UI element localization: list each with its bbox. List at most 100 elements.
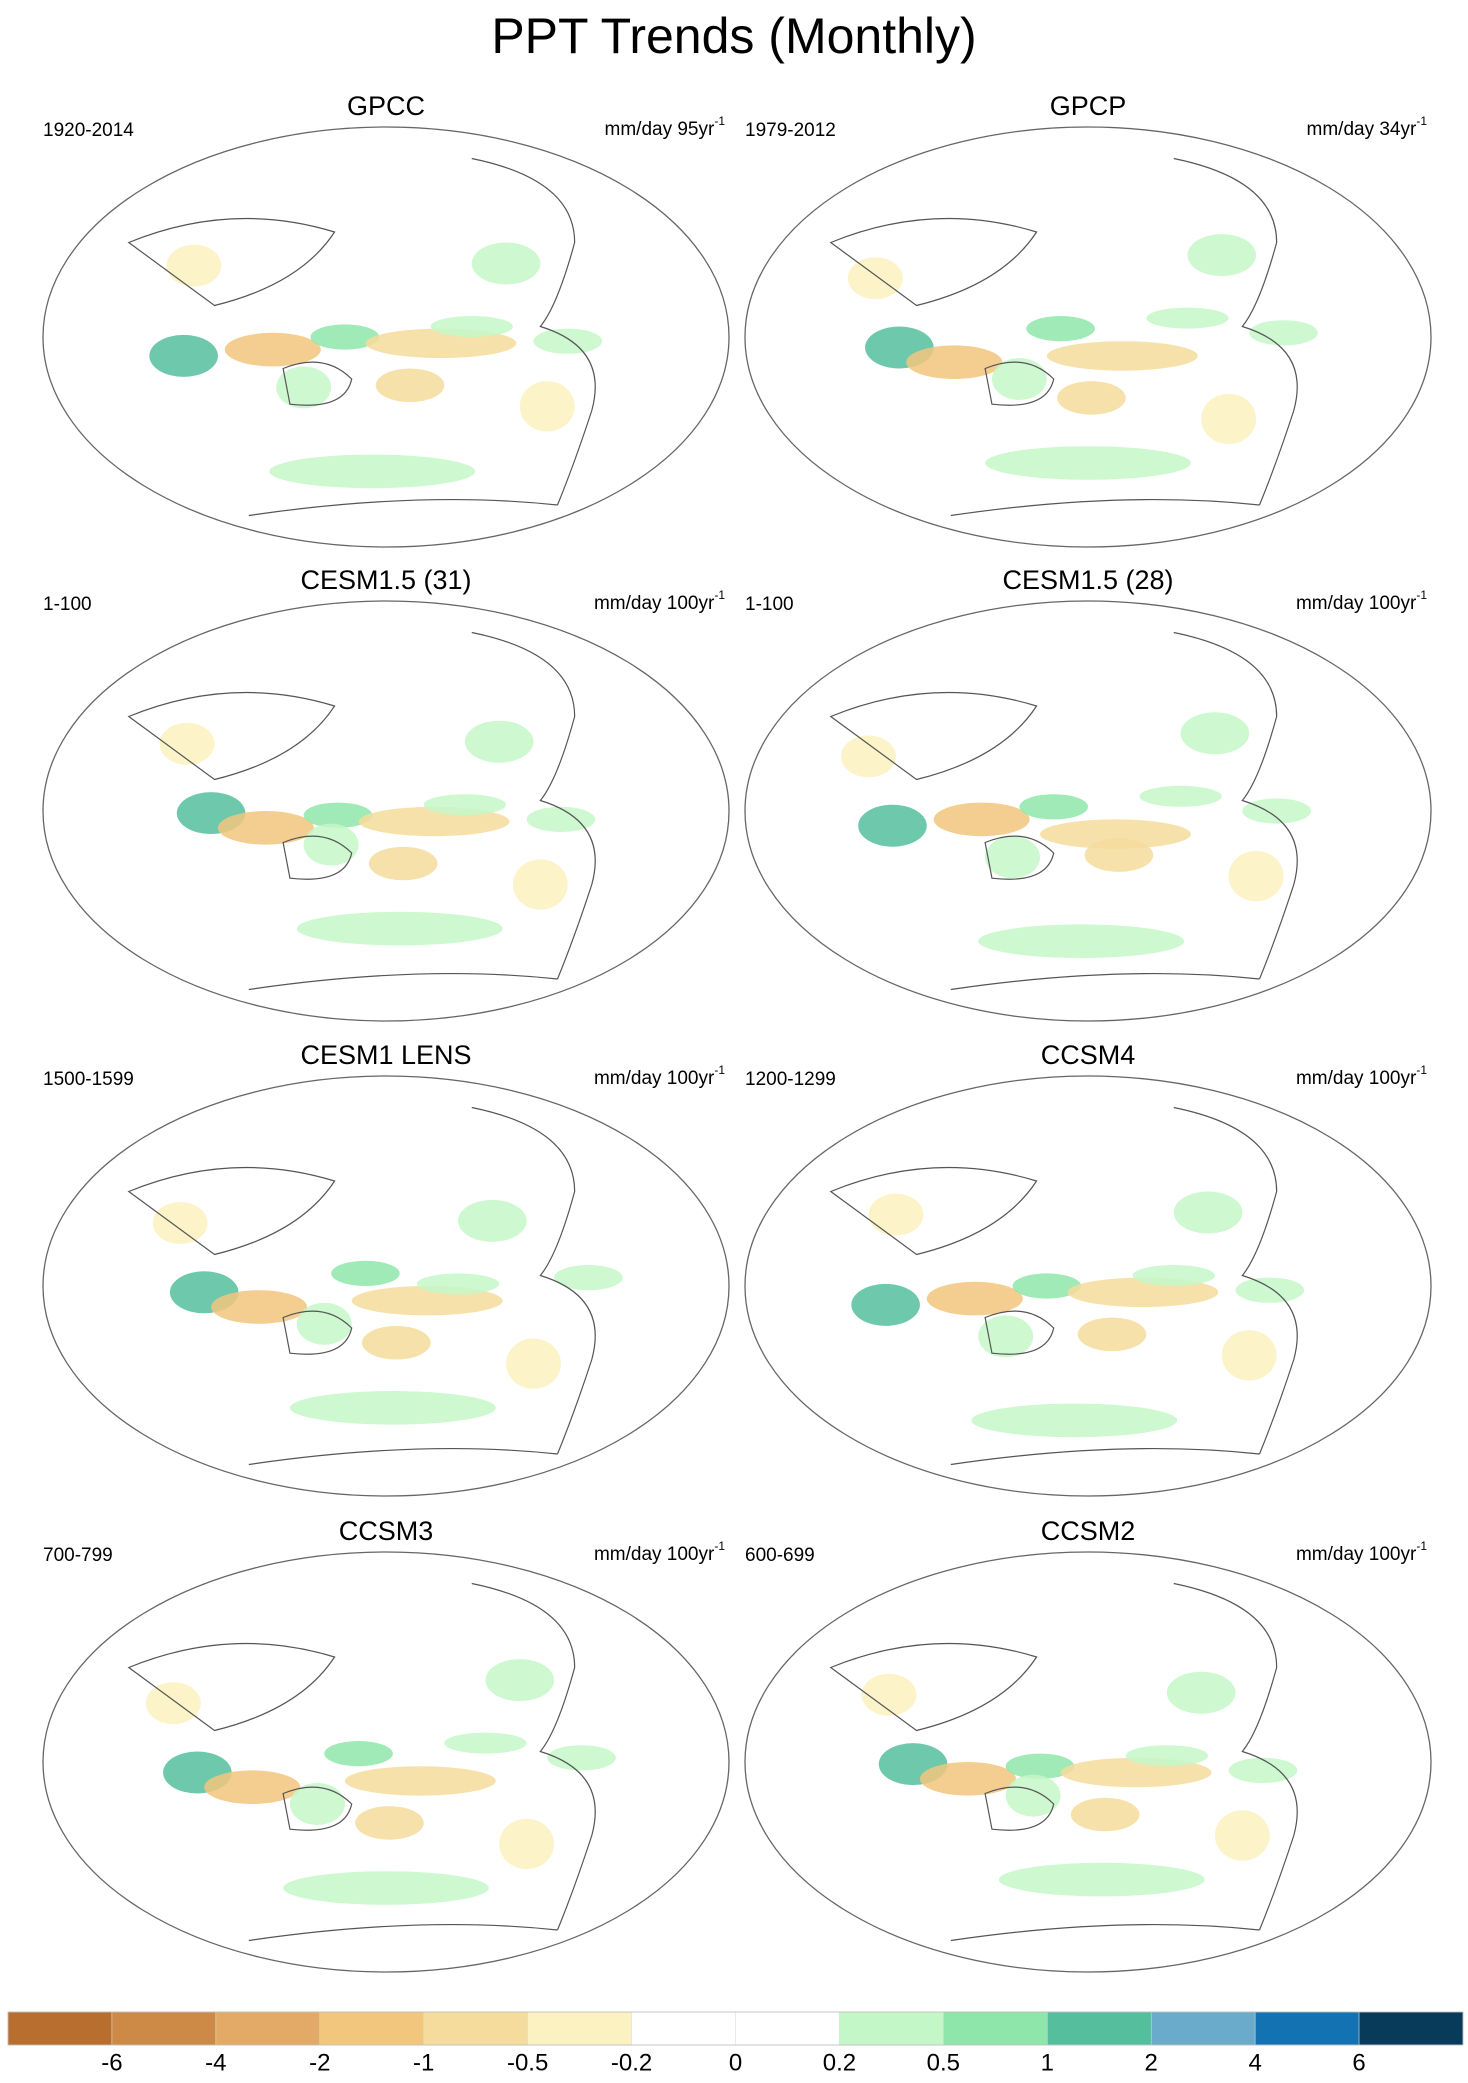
colorbar-frame	[7, 2011, 1464, 2046]
colorbar-box	[1150, 2011, 1256, 2046]
colorbar-box	[1047, 2011, 1152, 2046]
units-exponent: -1	[714, 1539, 725, 1553]
field-pattern	[847, 234, 1318, 480]
pattern-blob	[526, 806, 596, 833]
coastline	[950, 1924, 1260, 1942]
pattern-blob	[149, 334, 218, 377]
panel-title: GPCC	[347, 91, 425, 121]
coastline	[984, 1786, 1055, 1831]
colorbar-label: -4	[205, 2049, 226, 2076]
panel-title: CESM1.5 (31)	[300, 565, 471, 595]
pattern-blob	[375, 368, 445, 403]
panel-title: CESM1.5 (28)	[1002, 565, 1173, 595]
units-text: mm/day 100yr	[594, 593, 715, 614]
pattern-blob	[985, 836, 1040, 879]
pattern-blob	[1039, 819, 1191, 849]
units-exponent: -1	[1416, 1063, 1427, 1077]
pattern-blob	[858, 804, 927, 847]
colorbar-label: -0.2	[611, 2049, 652, 2076]
units-text: mm/day 100yr	[1296, 593, 1417, 614]
colorbar-label: 2	[1145, 2049, 1158, 2076]
units-text: mm/day 95yr	[605, 119, 715, 140]
colorbar-label: 6	[1352, 2049, 1365, 2076]
pattern-blob	[512, 859, 568, 910]
colorbar-label: 0.2	[823, 2049, 856, 2076]
pattern-blob	[430, 316, 513, 337]
coastline	[950, 1448, 1260, 1466]
panel-units: mm/day 95yr-1	[605, 114, 726, 140]
colorbar-box	[943, 2011, 1048, 2046]
colorbar-label: 1	[1041, 2049, 1054, 2076]
panel-period: 700-799	[43, 1545, 113, 1566]
coastline	[1173, 631, 1298, 980]
pattern-blob	[533, 328, 603, 354]
pattern-blob	[283, 1871, 489, 1905]
pattern-blob	[998, 1862, 1205, 1897]
pattern-blob	[991, 358, 1047, 400]
map-panel: CESM1 LENS 1500-1599 mm/day 100yr-1	[42, 1040, 730, 1497]
pattern-blob	[204, 1770, 301, 1804]
coastline	[950, 499, 1260, 517]
colorbar-label: -0.5	[507, 2049, 548, 2076]
pattern-blob	[485, 1659, 555, 1702]
pattern-blob	[1125, 1745, 1209, 1767]
panel-period: 600-699	[745, 1545, 815, 1566]
coastline	[282, 1786, 353, 1831]
panel-units: mm/day 100yr-1	[594, 1539, 725, 1565]
pattern-blob	[368, 846, 438, 881]
pattern-blob	[1077, 1317, 1147, 1352]
coastline	[984, 835, 1055, 880]
pattern-blob	[1026, 316, 1095, 342]
colorbar-box	[111, 2011, 217, 2046]
units-text: mm/day 100yr	[594, 1068, 715, 1089]
coastline	[471, 631, 596, 980]
pattern-blob	[416, 1273, 500, 1295]
map-border	[42, 1551, 730, 1973]
pattern-blob	[1173, 1191, 1243, 1234]
map-panel: CCSM2 600-699 mm/day 100yr-1	[744, 1516, 1432, 1973]
coastline	[1173, 1106, 1298, 1455]
map-border	[42, 126, 730, 548]
pattern-blob	[1005, 1753, 1075, 1779]
pattern-blob	[296, 911, 503, 946]
coastline	[248, 973, 558, 991]
coastline	[471, 1106, 596, 1455]
panel-title: GPCP	[1050, 91, 1127, 121]
field-pattern	[861, 1671, 1298, 1897]
pattern-blob	[851, 1283, 920, 1326]
map-panel: GPCP 1979-2012 mm/day 34yr-1	[744, 91, 1432, 548]
pattern-blob	[276, 366, 332, 409]
pattern-blob	[1221, 1330, 1277, 1381]
pattern-blob	[933, 802, 1030, 837]
panel-title: CCSM3	[339, 1516, 434, 1546]
pattern-blob	[224, 332, 321, 367]
panel-units: mm/day 100yr-1	[1296, 1539, 1427, 1565]
panel-title: CCSM4	[1041, 1040, 1136, 1070]
map-panel: GPCC 1920-2014 mm/day 95yr-1	[42, 91, 730, 548]
pattern-blob	[355, 1806, 424, 1840]
units-text: mm/day 34yr	[1307, 119, 1417, 140]
units-exponent: -1	[1416, 114, 1427, 128]
pattern-blob	[217, 811, 314, 845]
pattern-blob	[211, 1290, 308, 1324]
colorbar-box	[7, 2011, 113, 2046]
pattern-blob	[289, 1783, 345, 1825]
pattern-blob	[152, 1202, 208, 1244]
coastline	[248, 1924, 558, 1942]
pattern-blob	[324, 1741, 393, 1767]
pattern-blob	[296, 1302, 352, 1345]
panel-title: CESM1 LENS	[300, 1040, 471, 1070]
coastline	[248, 499, 558, 517]
units-text: mm/day 100yr	[594, 1544, 715, 1565]
pattern-blob	[1187, 234, 1257, 277]
pattern-blob	[1005, 1774, 1061, 1817]
map-border	[744, 126, 1432, 548]
field-pattern	[145, 1659, 616, 1905]
pattern-blob	[919, 1762, 1016, 1796]
pattern-blob	[1201, 393, 1257, 445]
coastline	[829, 691, 1038, 781]
pattern-blob	[289, 1391, 496, 1425]
pattern-blob	[1235, 1277, 1305, 1303]
coastline	[829, 1642, 1038, 1732]
